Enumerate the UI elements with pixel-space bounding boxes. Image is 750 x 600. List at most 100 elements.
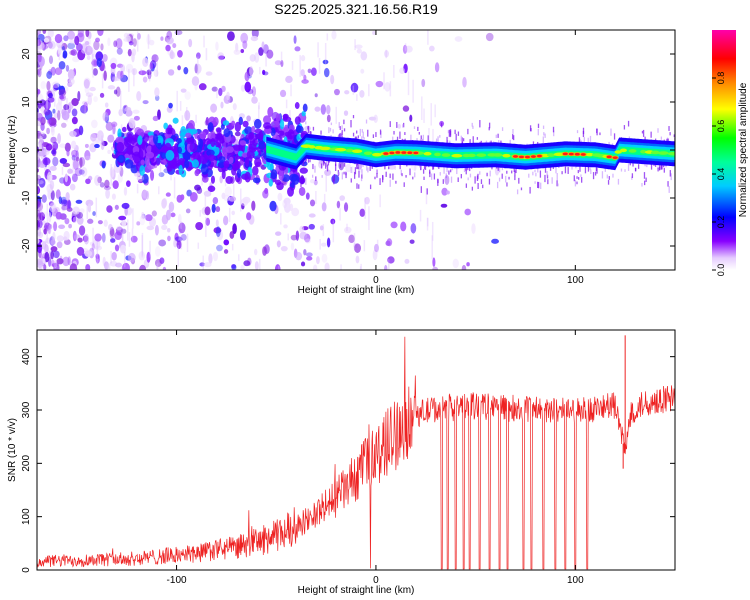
noise-blob (215, 226, 221, 238)
cluster-blob (121, 126, 127, 133)
ridge-speck (448, 129, 451, 137)
noise-blob (262, 71, 269, 76)
ridge-speck (543, 132, 545, 136)
ridge-speck (440, 122, 443, 128)
ridge-speck (532, 171, 534, 176)
noise-blob (151, 210, 157, 217)
ridge-speck (356, 183, 358, 189)
ridge-speck (589, 135, 592, 142)
noise-blob (224, 186, 232, 197)
noise-blob (91, 49, 96, 58)
ridge-speck (669, 170, 671, 177)
noise-blob (345, 163, 352, 173)
cluster-blob (116, 141, 125, 153)
cluster-blob (223, 160, 230, 168)
noise-blob (234, 131, 241, 137)
noise-blob (215, 219, 219, 227)
noise-streak (149, 240, 151, 258)
noise-blob (223, 249, 229, 254)
noise-blob (173, 239, 178, 248)
ridge-speck (329, 127, 332, 132)
noise-streak (340, 264, 342, 270)
noise-blob (85, 45, 93, 56)
noise-streak (280, 51, 283, 63)
noise-blob (212, 251, 219, 262)
ridge-speck (542, 125, 545, 129)
noise-blob (211, 203, 216, 213)
ridge-speck (501, 166, 504, 171)
noise-blob (218, 55, 225, 60)
noise-blob (130, 235, 138, 243)
cluster-blob (147, 131, 156, 137)
noise-blob (40, 81, 47, 90)
noise-streak (431, 235, 433, 260)
noise-blob (114, 231, 122, 241)
ridge-peak-max (606, 155, 612, 159)
cluster-blob (294, 102, 300, 110)
noise-streak (240, 188, 242, 212)
noise-streak (141, 235, 144, 258)
cluster-blob (267, 164, 273, 170)
cluster-blob (175, 138, 182, 144)
noise-blob (251, 86, 257, 97)
noise-blob (141, 173, 149, 184)
noise-blob (276, 240, 281, 248)
noise-blob (113, 40, 118, 48)
noise-blob (429, 45, 435, 52)
noise-blob (326, 114, 331, 123)
ridge-speck (333, 179, 335, 185)
noise-streak (186, 233, 189, 252)
noise-blob (301, 79, 309, 84)
noise-streak (285, 99, 288, 109)
ridge-speck (472, 125, 474, 129)
ridge-speck (673, 134, 675, 138)
noise-blob (191, 76, 200, 87)
cluster-blob (259, 131, 264, 142)
ridge-speck (446, 167, 448, 173)
ridge-speck (486, 172, 488, 177)
noise-blob (75, 43, 83, 52)
ridge-speck (432, 164, 434, 170)
noise-streak (318, 58, 321, 74)
cluster-blob (210, 175, 215, 184)
noise-blob (384, 50, 389, 58)
ridge-speck (356, 162, 358, 170)
noise-blob (303, 248, 307, 256)
cluster-blob (172, 117, 179, 124)
noise-streak (326, 33, 329, 41)
noise-blob (114, 244, 120, 252)
snr-xlabel: Height of straight line (km) (298, 585, 415, 596)
cluster-blob (253, 118, 262, 129)
noise-blob (294, 46, 301, 52)
noise-blob (102, 111, 109, 122)
noise-blob (251, 200, 256, 211)
cluster-blob (194, 169, 200, 177)
ridge-speck (576, 181, 578, 185)
ridge-peak (441, 153, 451, 157)
noise-blob (127, 48, 132, 57)
ridge-speck (601, 171, 604, 179)
noise-streak (46, 203, 49, 226)
ridge-speck (595, 166, 598, 172)
noise-blob (47, 92, 53, 99)
noise-blob (56, 235, 64, 242)
ridge-speck (437, 136, 439, 144)
noise-blob (440, 203, 448, 208)
ridge-speck (369, 164, 371, 171)
noise-streak (287, 233, 289, 241)
ridge-speck (352, 115, 355, 119)
noise-blob (106, 205, 113, 213)
ridge-peak-max (389, 151, 395, 155)
ridge-speck (514, 175, 516, 181)
noise-streak (180, 235, 183, 250)
ridge-speck (624, 169, 626, 172)
noise-blob (115, 262, 123, 268)
cluster-blob (263, 122, 272, 130)
noise-blob (165, 209, 171, 221)
noise-blob (291, 207, 300, 217)
snr-ylabel: SNR (10 * v/v) (7, 418, 18, 482)
noise-blob (308, 213, 316, 218)
noise-streak (300, 163, 302, 172)
ridge-speck (321, 175, 323, 178)
noise-blob (128, 41, 134, 46)
